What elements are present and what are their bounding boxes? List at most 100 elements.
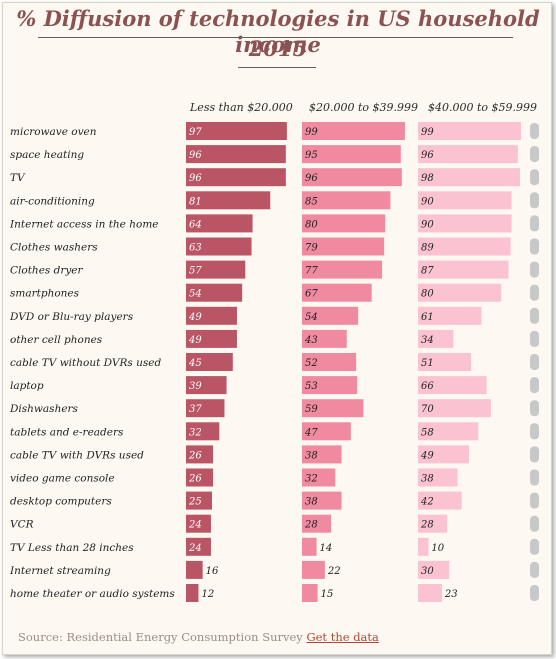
data-label: 22 bbox=[327, 566, 341, 577]
row-label: DVD or Blu-ray players bbox=[9, 311, 134, 323]
bar bbox=[302, 329, 347, 348]
data-label: 79 bbox=[305, 243, 318, 254]
scrollbar-thumb[interactable] bbox=[530, 469, 539, 486]
source-note: Source: Residential Energy Consumption S… bbox=[18, 630, 379, 644]
bar bbox=[302, 422, 351, 441]
data-label: 66 bbox=[421, 381, 434, 392]
bar bbox=[418, 260, 509, 279]
bar bbox=[186, 491, 212, 510]
bar bbox=[186, 422, 220, 441]
bar bbox=[186, 214, 253, 233]
bar bbox=[302, 191, 391, 210]
data-label: 43 bbox=[304, 335, 318, 346]
scrollbar-thumb[interactable] bbox=[530, 538, 539, 555]
scrollbar-thumb[interactable] bbox=[530, 561, 539, 578]
scrollbar-thumb[interactable] bbox=[530, 423, 539, 440]
scrollbar-thumb[interactable] bbox=[530, 307, 539, 324]
get-data-link[interactable]: Get the data bbox=[306, 630, 379, 644]
data-label: 28 bbox=[304, 520, 318, 531]
data-label: 85 bbox=[305, 196, 318, 207]
bar bbox=[418, 537, 429, 556]
data-label: 42 bbox=[420, 497, 434, 508]
data-label: 10 bbox=[431, 543, 444, 554]
data-label: 81 bbox=[189, 196, 202, 207]
data-label: 38 bbox=[421, 474, 434, 485]
bar bbox=[302, 260, 383, 279]
data-label: 96 bbox=[305, 173, 318, 184]
data-label: 87 bbox=[421, 266, 434, 277]
bar bbox=[418, 514, 448, 533]
bar bbox=[186, 168, 286, 187]
data-label: 37 bbox=[189, 404, 202, 415]
bar bbox=[302, 376, 358, 395]
row-label: cable TV without DVRs used bbox=[10, 357, 161, 369]
data-label: 49 bbox=[188, 335, 202, 346]
data-label: 30 bbox=[421, 566, 434, 577]
data-label: 64 bbox=[189, 219, 202, 230]
scrollbar-thumb[interactable] bbox=[530, 446, 539, 463]
row-label: Internet access in the home bbox=[9, 218, 159, 230]
data-label: 52 bbox=[305, 358, 318, 369]
bar bbox=[418, 584, 442, 602]
row-label: desktop computers bbox=[10, 496, 112, 508]
bar bbox=[302, 491, 342, 510]
scrollbar-thumb[interactable] bbox=[530, 377, 539, 394]
row-label: Clothes dryer bbox=[10, 265, 84, 277]
scrollbar-thumb[interactable] bbox=[530, 284, 539, 301]
bar bbox=[418, 168, 520, 187]
row-label: VCR bbox=[10, 519, 34, 531]
data-label: 38 bbox=[305, 497, 318, 508]
scrollbar-thumb[interactable] bbox=[530, 238, 539, 255]
data-label: 70 bbox=[421, 404, 434, 415]
row-label: cable TV with DVRs used bbox=[10, 449, 144, 461]
scrollbar-thumb[interactable] bbox=[530, 354, 539, 370]
source-text: Source: Residential Energy Consumption S… bbox=[18, 630, 303, 644]
scrollbar-thumb[interactable] bbox=[530, 169, 539, 186]
bar bbox=[186, 399, 225, 418]
scrollbar-thumb[interactable] bbox=[530, 400, 539, 417]
data-label: 99 bbox=[421, 127, 434, 138]
data-label: 47 bbox=[304, 427, 318, 438]
scrollbar-thumb[interactable] bbox=[530, 585, 539, 601]
row-label: video game console bbox=[10, 473, 115, 485]
data-label: 28 bbox=[420, 520, 434, 531]
row-label: TV Less than 28 inches bbox=[10, 542, 134, 554]
data-label: 49 bbox=[188, 312, 202, 323]
bar bbox=[418, 445, 469, 464]
bar bbox=[186, 514, 211, 533]
scrollbar-thumb[interactable] bbox=[530, 492, 539, 509]
bar bbox=[418, 422, 479, 441]
scrollbar-thumb[interactable] bbox=[530, 330, 539, 347]
bar bbox=[302, 584, 318, 602]
bar bbox=[302, 468, 336, 487]
data-label: 51 bbox=[421, 358, 434, 369]
row-label: space heating bbox=[10, 149, 84, 161]
bar bbox=[418, 560, 450, 579]
bar bbox=[302, 145, 401, 164]
scrollbar-thumb[interactable] bbox=[530, 192, 539, 209]
data-label: 96 bbox=[189, 173, 202, 184]
bar bbox=[186, 145, 286, 164]
bar bbox=[302, 214, 386, 233]
bar bbox=[418, 376, 487, 395]
row-label: microwave oven bbox=[10, 126, 97, 138]
data-label: 15 bbox=[321, 589, 334, 600]
bar bbox=[186, 376, 227, 395]
bar bbox=[186, 329, 237, 348]
scrollbar-thumb[interactable] bbox=[530, 146, 539, 163]
data-label: 38 bbox=[305, 450, 318, 461]
scrollbar-thumb[interactable] bbox=[530, 123, 539, 139]
bar bbox=[418, 145, 518, 164]
bar bbox=[302, 306, 359, 325]
scrollbar-thumb[interactable] bbox=[530, 215, 539, 232]
bar bbox=[418, 468, 458, 487]
scrollbar-thumb[interactable] bbox=[530, 515, 539, 532]
scrollbar-thumb[interactable] bbox=[530, 261, 539, 278]
data-label: 16 bbox=[206, 566, 219, 577]
data-label: 58 bbox=[421, 427, 434, 438]
data-label: 80 bbox=[421, 289, 434, 300]
data-label: 14 bbox=[320, 543, 333, 554]
bar bbox=[418, 353, 472, 371]
bar bbox=[302, 445, 342, 464]
bar bbox=[418, 329, 454, 348]
